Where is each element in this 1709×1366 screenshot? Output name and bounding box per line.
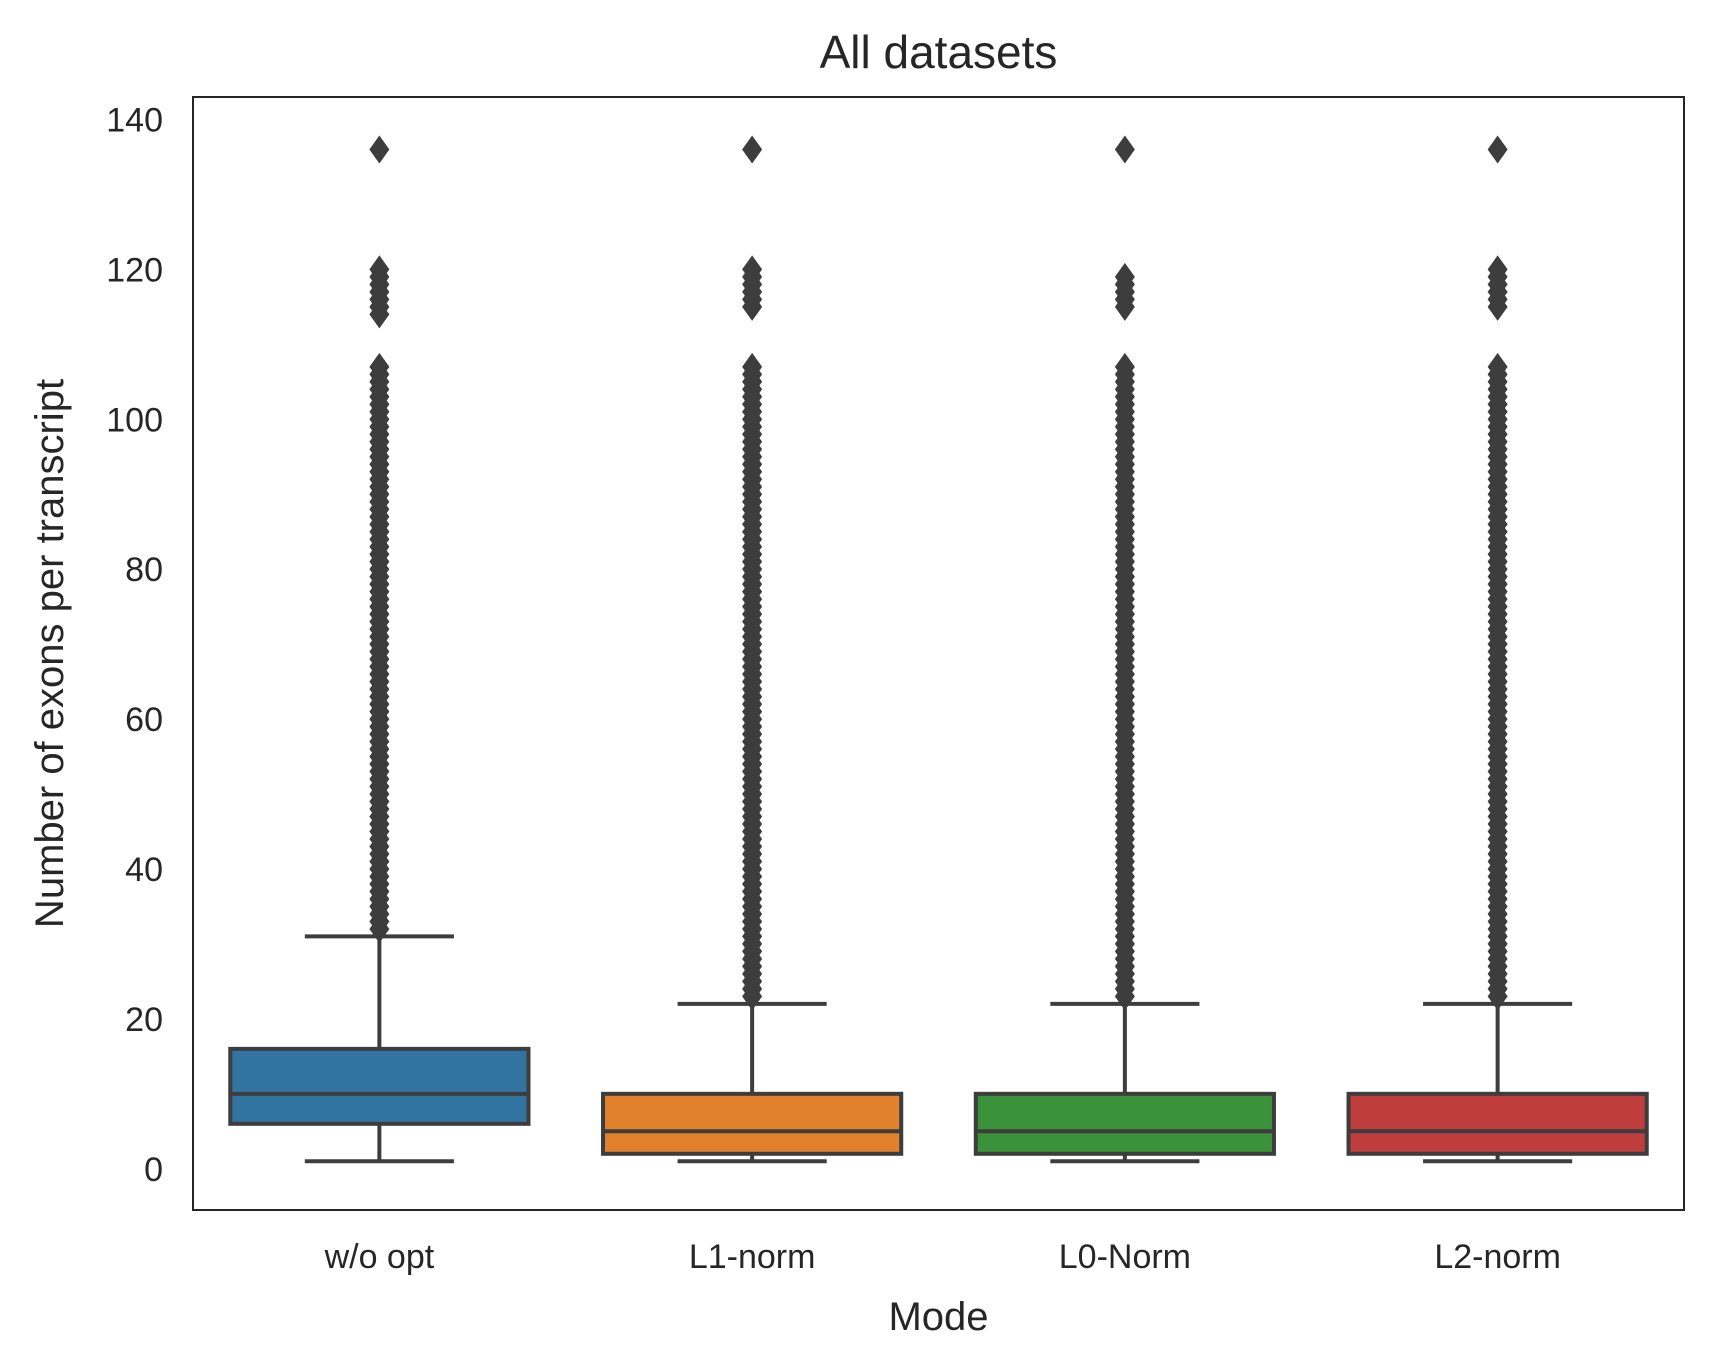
box-group-4: [1346, 135, 1649, 1164]
box-group-1: [228, 135, 531, 1164]
y-tick-label: 60: [125, 701, 163, 739]
box-iqr: [228, 1046, 531, 1126]
x-axis-label: Mode: [888, 1295, 988, 1339]
y-tick-label: 80: [125, 551, 163, 589]
box-iqr: [601, 1091, 904, 1156]
y-tick-label: 40: [125, 851, 163, 889]
box-group-3: [973, 135, 1276, 1164]
outlier-point: [1114, 352, 1135, 381]
outlier-point: [742, 255, 763, 284]
y-axis-ticks: 0 20 40 60 80 100 120 140: [106, 101, 163, 1188]
box-iqr: [1346, 1091, 1649, 1156]
y-axis-label: Number of exons per transcript: [28, 379, 72, 928]
outlier-point: [742, 135, 763, 164]
box-group-2: [601, 135, 904, 1164]
chart-title: All datasets: [820, 26, 1058, 78]
plot-frame: [192, 96, 1685, 1211]
x-tick-label: L1-norm: [689, 1238, 816, 1276]
outlier-point: [1114, 262, 1135, 291]
outlier-point: [369, 352, 390, 381]
x-tick-label: L0-Norm: [1059, 1238, 1191, 1276]
x-axis-ticks: w/o opt L1-norm L0-Norm L2-norm: [324, 1238, 1561, 1276]
outlier-point: [369, 135, 390, 164]
y-tick-label: 140: [106, 101, 163, 139]
outlier-point: [369, 255, 390, 284]
outlier-point: [1114, 135, 1135, 164]
outlier-point: [1487, 352, 1508, 381]
outlier-point: [1487, 135, 1508, 164]
y-tick-label: 120: [106, 251, 163, 289]
x-tick-label: w/o opt: [324, 1238, 435, 1276]
outlier-point: [1487, 255, 1508, 284]
plot-area: [228, 135, 1649, 1164]
y-tick-label: 0: [144, 1151, 163, 1189]
y-tick-label: 100: [106, 401, 163, 439]
y-tick-label: 20: [125, 1001, 163, 1039]
box-iqr: [973, 1091, 1276, 1156]
x-tick-label: L2-norm: [1434, 1238, 1561, 1276]
outlier-point: [742, 352, 763, 381]
